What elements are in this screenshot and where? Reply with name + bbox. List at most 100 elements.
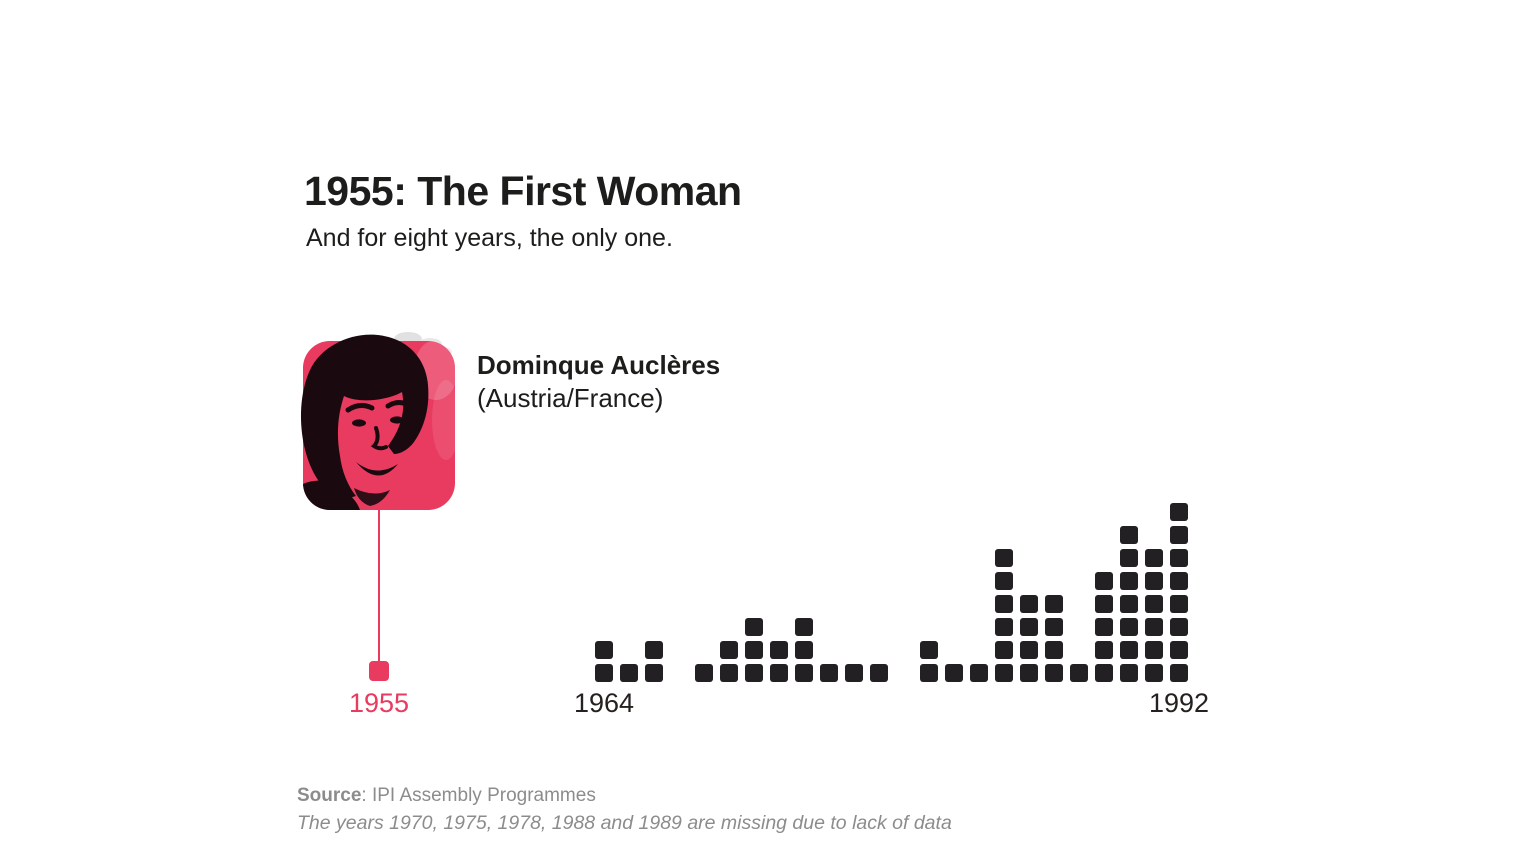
- profile-origin: (Austria/France): [477, 383, 664, 413]
- unit-square: [1120, 549, 1138, 567]
- unit-square: [720, 664, 738, 682]
- unit-square: [1170, 526, 1188, 544]
- unit-square: [745, 618, 763, 636]
- unit-square: [995, 641, 1013, 659]
- source-label: Source: [297, 785, 362, 806]
- unit-square: [1170, 641, 1188, 659]
- unit-square: [745, 641, 763, 659]
- unit-square: [970, 664, 988, 682]
- unit-square: [795, 664, 813, 682]
- unit-square: [695, 664, 713, 682]
- year-column: [620, 664, 638, 682]
- unit-square: [920, 641, 938, 659]
- unit-square: [945, 664, 963, 682]
- year-column: [1170, 503, 1188, 682]
- unit-square: [1170, 664, 1188, 682]
- x-label-1964: 1964: [573, 688, 635, 718]
- year-column: [695, 664, 713, 682]
- unit-square: [1095, 618, 1113, 636]
- x-label-1955: 1955: [348, 688, 410, 718]
- unit-square: [1020, 595, 1038, 613]
- unit-square: [595, 664, 613, 682]
- unit-square: [1020, 641, 1038, 659]
- unit-square: [1095, 572, 1113, 590]
- timeline-1955-square: [369, 661, 389, 681]
- unit-square: [1045, 595, 1063, 613]
- unit-square: [995, 618, 1013, 636]
- x-label-1992: 1992: [1148, 688, 1210, 718]
- unit-square: [1095, 664, 1113, 682]
- waffle-chart: [595, 503, 1195, 682]
- unit-square: [1170, 618, 1188, 636]
- year-column: [920, 641, 938, 682]
- year-column: [1070, 664, 1088, 682]
- hair-shape: [300, 334, 429, 502]
- year-column: [795, 618, 813, 682]
- unit-square: [1145, 572, 1163, 590]
- unit-square: [1145, 641, 1163, 659]
- year-column: [595, 641, 613, 682]
- unit-square: [1070, 664, 1088, 682]
- unit-square: [1170, 503, 1188, 521]
- unit-square: [1120, 595, 1138, 613]
- missing-years-footnote: The years 1970, 1975, 1978, 1988 and 198…: [297, 812, 952, 834]
- unit-square: [1170, 572, 1188, 590]
- unit-square: [995, 549, 1013, 567]
- unit-square: [795, 641, 813, 659]
- unit-square: [1145, 618, 1163, 636]
- unit-square: [1170, 595, 1188, 613]
- year-column: [845, 664, 863, 682]
- unit-square: [1045, 641, 1063, 659]
- page-title: 1955: The First Woman: [304, 168, 742, 214]
- year-column: [945, 664, 963, 682]
- year-column: [1145, 549, 1163, 682]
- unit-square: [995, 664, 1013, 682]
- year-column: [1095, 572, 1113, 682]
- page-subtitle: And for eight years, the only one.: [306, 224, 673, 252]
- unit-square: [645, 641, 663, 659]
- profile-text-block: Dominque Auclères (Austria/France): [477, 349, 720, 415]
- unit-square: [1120, 618, 1138, 636]
- unit-square: [1145, 664, 1163, 682]
- year-column: [1045, 595, 1063, 682]
- year-column: [745, 618, 763, 682]
- unit-square: [1020, 618, 1038, 636]
- unit-square: [595, 641, 613, 659]
- unit-square: [770, 664, 788, 682]
- unit-square: [770, 641, 788, 659]
- unit-square: [795, 618, 813, 636]
- unit-square: [995, 572, 1013, 590]
- year-column: [770, 641, 788, 682]
- year-column: [645, 641, 663, 682]
- timeline-connector-line: [378, 510, 380, 661]
- unit-square: [620, 664, 638, 682]
- unit-square: [1120, 641, 1138, 659]
- unit-square: [870, 664, 888, 682]
- year-column: [820, 664, 838, 682]
- unit-square: [1170, 549, 1188, 567]
- unit-square: [1145, 549, 1163, 567]
- unit-square: [1045, 664, 1063, 682]
- unit-square: [1045, 618, 1063, 636]
- year-column: [995, 549, 1013, 682]
- unit-square: [1095, 595, 1113, 613]
- unit-square: [820, 664, 838, 682]
- year-column: [970, 664, 988, 682]
- unit-square: [845, 664, 863, 682]
- unit-square: [1095, 641, 1113, 659]
- unit-square: [645, 664, 663, 682]
- year-column: [1120, 526, 1138, 682]
- unit-square: [995, 595, 1013, 613]
- unit-square: [1120, 526, 1138, 544]
- unit-square: [745, 664, 763, 682]
- source-line: Source: IPI Assembly Programmes: [297, 785, 596, 807]
- unit-square: [920, 664, 938, 682]
- unit-square: [1020, 664, 1038, 682]
- portrait-image: [300, 332, 455, 510]
- source-text: : IPI Assembly Programmes: [361, 785, 596, 806]
- year-column: [1020, 595, 1038, 682]
- unit-square: [720, 641, 738, 659]
- unit-square: [1120, 572, 1138, 590]
- year-column: [720, 641, 738, 682]
